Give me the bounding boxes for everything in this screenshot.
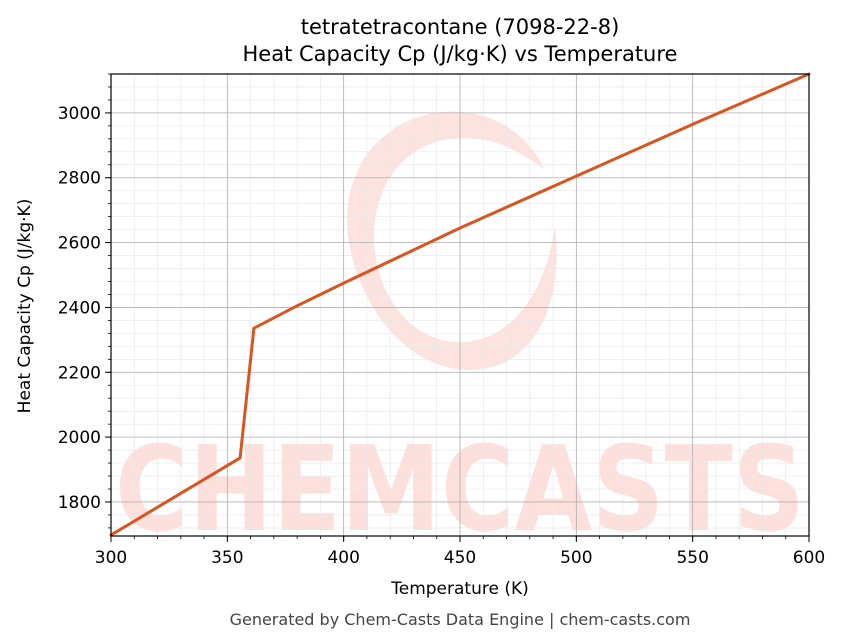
y-tick-label: 1800 <box>58 493 101 513</box>
chart-subtitle: Heat Capacity Cp (J/kg·K) vs Temperature <box>243 42 678 66</box>
y-axis-label: Heat Capacity Cp (J/kg·K) <box>15 199 35 414</box>
axis-ticks <box>105 73 810 542</box>
x-axis-label: Temperature (K) <box>390 579 529 599</box>
y-tick-label: 2400 <box>58 298 101 318</box>
x-tick-label: 600 <box>793 548 825 568</box>
y-tick-label: 2600 <box>58 234 101 254</box>
x-tick-label: 350 <box>211 548 243 568</box>
x-tick-label: 450 <box>444 548 476 568</box>
watermark-swirl-logo <box>347 111 557 370</box>
series-layer <box>109 72 811 537</box>
x-tick-label: 550 <box>676 548 708 568</box>
y-tick-label: 2200 <box>58 363 101 383</box>
chart-title: tetratetracontane (7098-22-8) <box>301 15 620 39</box>
y-tick-label: 2000 <box>58 428 101 448</box>
y-tick-label: 2800 <box>58 169 101 189</box>
x-tick-label: 500 <box>560 548 592 568</box>
y-tick-label: 3000 <box>58 104 101 124</box>
heat-capacity-line <box>109 72 811 537</box>
x-tick-label: 300 <box>95 548 127 568</box>
footer-credit: Generated by Chem-Casts Data Engine | ch… <box>230 610 691 629</box>
axis-tick-labels: 300 350 400 450 500 550 600 1800 2000 2200 2400 260… <box>58 104 825 568</box>
x-tick-label: 400 <box>327 548 359 568</box>
